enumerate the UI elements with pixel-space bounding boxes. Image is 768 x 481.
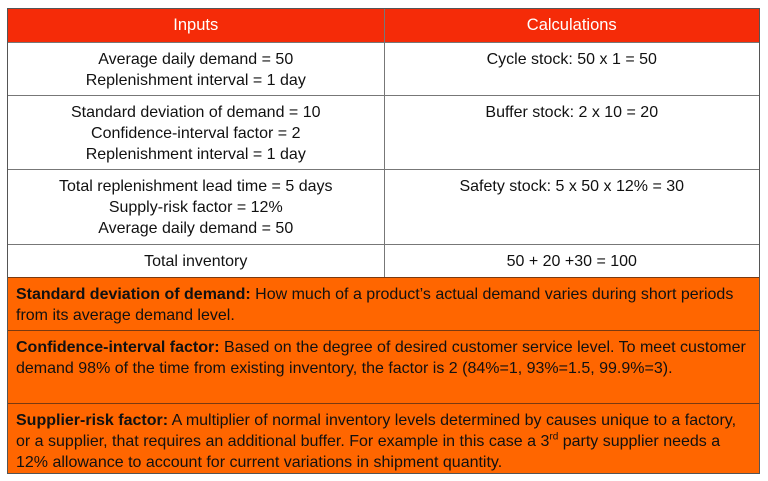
inputs-cell: Standard deviation of demand = 10 Confid…	[8, 96, 384, 169]
input-line: Supply-risk factor = 12%	[108, 199, 283, 216]
definition-term: Standard deviation of demand:	[16, 286, 251, 303]
calc-cell: Buffer stock: 2 x 10 = 20	[383, 96, 760, 169]
table-header: Inputs Calculations	[8, 9, 759, 42]
input-line: Total replenishment lead time = 5 days	[59, 178, 333, 195]
calc-cell: Safety stock: 5 x 50 x 12% = 30	[383, 170, 760, 244]
definition-text: party supplier needs a 12% allowance to …	[16, 433, 721, 471]
inputs-cell: Average daily demand = 50 Replenishment …	[8, 43, 384, 95]
calc-cell: Cycle stock: 50 x 1 = 50	[383, 43, 760, 95]
table-row: Total replenishment lead time = 5 days S…	[8, 169, 759, 244]
definition-supplier-risk: Supplier-risk factor: A multiplier of no…	[8, 403, 759, 473]
header-calculations: Calculations	[383, 9, 760, 42]
definition-term: Supplier-risk factor:	[16, 412, 169, 429]
table-row: Standard deviation of demand = 10 Confid…	[8, 95, 759, 169]
header-inputs: Inputs	[173, 16, 219, 34]
definition-std-dev: Standard deviation of demand: How much o…	[8, 277, 759, 330]
input-line: Replenishment interval = 1 day	[85, 146, 306, 163]
inputs-cell: Total replenishment lead time = 5 days S…	[8, 170, 384, 244]
superscript: rd	[549, 431, 559, 443]
table-row-total: Total inventory 50 + 20 +30 = 100	[8, 244, 759, 277]
input-line: Standard deviation of demand = 10	[70, 104, 321, 121]
definition-confidence-factor: Confidence-interval factor: Based on the…	[8, 330, 759, 403]
definition-text: Based on the degree of desired customer …	[16, 339, 746, 377]
definition-term: Confidence-interval factor:	[16, 339, 220, 356]
input-line: Confidence-interval factor = 2	[91, 125, 301, 142]
inputs-cell: Total inventory	[144, 253, 248, 270]
inventory-table: Inputs Calculations Average daily demand…	[7, 8, 760, 474]
input-line: Average daily demand = 50	[98, 51, 294, 68]
input-line: Average daily demand = 50	[98, 220, 294, 237]
input-line: Replenishment interval = 1 day	[85, 72, 306, 89]
definition-text: How much of a product’s actual demand va…	[16, 286, 734, 324]
calc-cell: 50 + 20 +30 = 100	[383, 245, 760, 277]
definition-text: A multiplier of normal inventory levels …	[16, 412, 737, 450]
table-row: Average daily demand = 50 Replenishment …	[8, 42, 759, 95]
